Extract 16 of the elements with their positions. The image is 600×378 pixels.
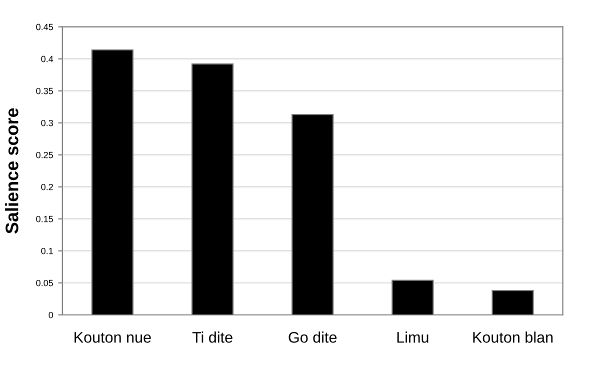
y-tick-label: 0.05 <box>36 280 53 286</box>
y-tick-label: 0.1 <box>41 248 53 254</box>
y-tick-label: 0.25 <box>36 152 53 158</box>
y-tick-label: 0.4 <box>41 56 54 62</box>
x-tick-label: Kouton blan <box>473 332 553 343</box>
y-tick-label: 0.35 <box>36 88 53 94</box>
x-tick-label: Limu <box>397 332 428 343</box>
x-tick-label: Kouton nue <box>74 332 151 343</box>
y-tick-label: 0.2 <box>41 184 53 190</box>
y-tick-label: 0.15 <box>36 216 53 222</box>
x-tick-label: Go dite <box>288 332 337 343</box>
y-tick-label: 0.45 <box>36 24 53 30</box>
y-tick-label: 0 <box>48 312 54 318</box>
x-tick-label: Ti dite <box>192 332 232 343</box>
y-tick-label: 0.3 <box>41 120 53 126</box>
y-axis-title: Salience score <box>5 108 18 234</box>
